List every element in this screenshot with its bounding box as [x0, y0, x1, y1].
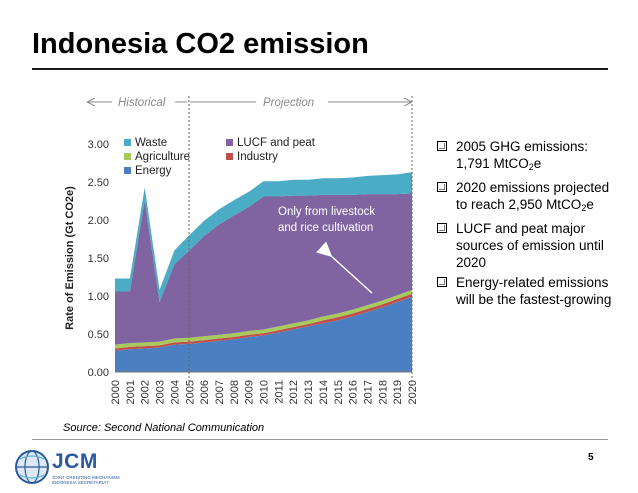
legend-swatch-waste	[124, 139, 131, 146]
x-axis: 2000 2001 2002 2003 2004 2005 2006 2007 2008 2009…	[110, 371, 419, 404]
x-tick-label: 2001	[125, 380, 137, 404]
title-divider	[32, 68, 608, 70]
x-tick-label: 2008	[229, 380, 241, 404]
legend-swatch-agriculture	[124, 153, 131, 160]
bullet-item: 2020 emissions projected to reach 2,950 …	[437, 179, 617, 217]
x-tick-label: 2007	[214, 380, 226, 404]
x-tick-label: 2015	[333, 380, 345, 404]
page-number: 5	[588, 452, 594, 463]
bullet-item: LUCF and peat major sources of emission …	[437, 220, 617, 271]
legend-swatch-lucf-and-peat	[226, 139, 233, 146]
x-tick-label: 2009	[244, 380, 256, 404]
area-lucf-and-peat	[115, 193, 412, 345]
bullet-text: 2005 GHG emissions: 1,791 MtCO	[456, 139, 589, 171]
y-axis-label: Rate of Emission (Gt CO2e)	[64, 186, 76, 330]
y-tick-label: 0.00	[88, 367, 109, 379]
checkbox-bullet-icon	[437, 182, 447, 192]
y-tick-label: 2.50	[88, 177, 109, 189]
x-tick-label: 2000	[110, 380, 122, 404]
y-tick-label: 3.00	[88, 139, 109, 151]
bullet-text: LUCF and peat major sources of emission …	[456, 221, 604, 270]
slide-title: Indonesia CO2 emission	[32, 28, 369, 60]
globe-icon	[15, 450, 49, 484]
projection-label: Projection	[263, 97, 314, 109]
area-waste	[115, 172, 412, 303]
bullet-item: Energy-related emissions will be the fas…	[437, 274, 617, 308]
annotations: Historical Projection Only from livestoc…	[88, 96, 413, 385]
plot-areas	[115, 172, 412, 372]
bullet-tail: e	[586, 197, 594, 212]
x-tick-label: 2004	[169, 380, 181, 404]
x-tick-label: 2014	[318, 380, 330, 404]
x-tick-label: 2003	[155, 380, 167, 404]
x-tick-label: 2005	[184, 380, 196, 404]
checkbox-bullet-icon	[437, 141, 447, 151]
x-tick-label: 2011	[273, 380, 285, 404]
y-tick-label: 0.50	[88, 329, 109, 341]
logo-tagline-line-1: JOINT CREDITING MECHANISM	[52, 475, 120, 480]
legend-swatch-industry	[226, 153, 233, 160]
y-tick-label: 2.00	[88, 215, 109, 227]
legend-label-lucf-and-peat: LUCF and peat	[237, 137, 316, 149]
x-tick-label: 2016	[348, 380, 360, 404]
bullet-subscript: 2	[528, 162, 534, 172]
x-tick-label: 2020	[407, 380, 419, 404]
logo-tagline: JOINT CREDITING MECHANISM INDONESIA SECR…	[52, 475, 122, 485]
area-agriculture	[115, 289, 412, 349]
bullet-text: Energy-related emissions will be the fas…	[456, 275, 612, 307]
bullet-text: 2020 emissions projected to reach 2,950 …	[456, 180, 610, 212]
x-tick-label: 2019	[392, 380, 404, 404]
source-caption: Source: Second National Communication	[63, 422, 265, 434]
bullet-item: 2005 GHG emissions: 1,791 MtCO2e	[437, 138, 617, 176]
x-tick-label: 2018	[377, 380, 389, 404]
x-tick-label: 2013	[303, 380, 315, 404]
legend-swatch-energy	[124, 167, 131, 174]
x-tick-label: 2012	[288, 380, 300, 404]
logo-tagline-line-2: INDONESIA SECRETARIAT	[52, 480, 109, 485]
x-tick-label: 2002	[140, 380, 152, 404]
legend: Waste Agriculture Energy LUCF and peat Indus…	[124, 137, 316, 177]
legend-label-industry: Industry	[237, 151, 278, 163]
legend-label-agriculture: Agriculture	[135, 151, 190, 163]
callout-line-2: and rice cultivation	[278, 222, 373, 234]
x-tick-label: 2010	[259, 380, 271, 404]
footer-divider	[32, 439, 608, 440]
legend-label-waste: Waste	[135, 137, 167, 149]
y-axis: 0.00 0.50 1.00 1.50 2.00 2.50 3.00 Rate of Emis…	[64, 139, 109, 379]
x-tick-label: 2017	[362, 380, 374, 404]
callout-arrow	[316, 241, 373, 294]
checkbox-bullet-icon	[437, 223, 447, 233]
bullet-subscript: 2	[581, 203, 587, 213]
y-tick-label: 1.50	[88, 253, 109, 265]
bullet-tail: e	[533, 156, 542, 171]
historical-label: Historical	[118, 97, 166, 109]
y-tick-label: 1.00	[88, 291, 109, 303]
jcm-logo: JCM JOINT CREDITING MECHANISM INDONESIA …	[12, 444, 132, 490]
x-tick-label: 2006	[199, 380, 211, 404]
bullet-list: 2005 GHG emissions: 1,791 MtCO2e 2020 em…	[437, 138, 617, 311]
legend-label-energy: Energy	[135, 165, 172, 177]
logo-wordmark: JCM	[52, 450, 98, 473]
callout-line-1: Only from livestock	[278, 206, 375, 218]
checkbox-bullet-icon	[437, 277, 447, 287]
